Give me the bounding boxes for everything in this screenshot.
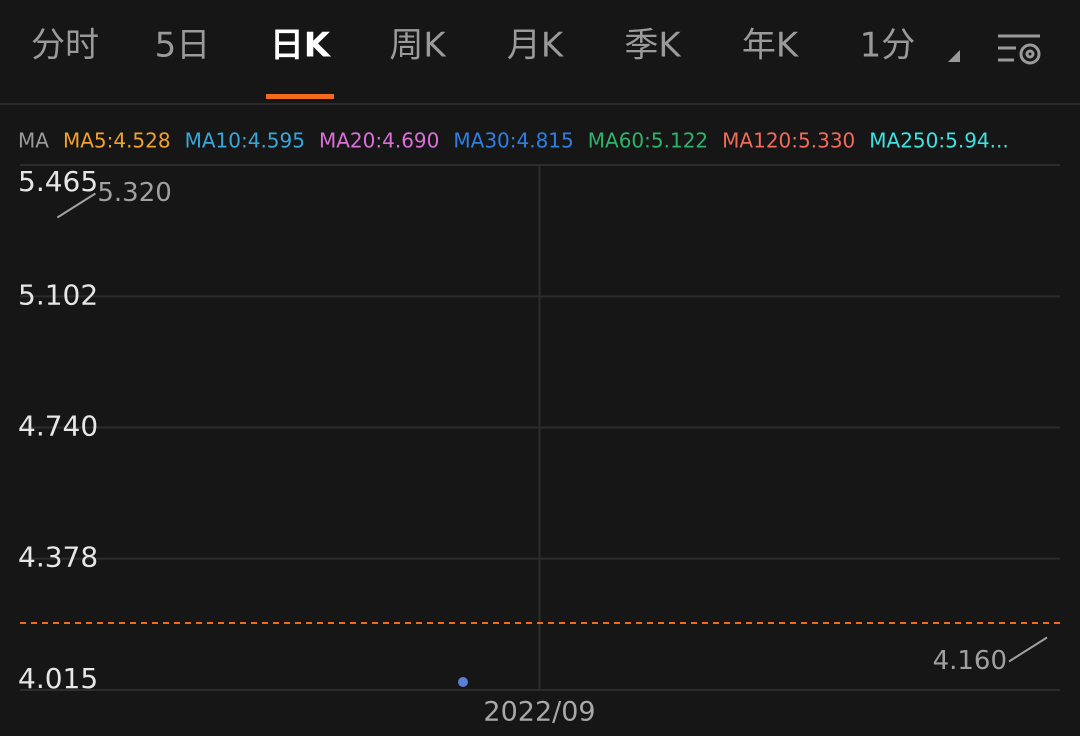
- legend-entry: MA60:5.122: [588, 129, 708, 153]
- y-tick-label: 4.015: [18, 662, 98, 695]
- legend-entry: MA250:5.94...: [869, 129, 1008, 153]
- annotation-leader: [56, 192, 96, 219]
- dropdown-arrow[interactable]: [948, 50, 960, 62]
- settings-icon[interactable]: [998, 34, 1041, 65]
- tab[interactable]: 5日: [155, 26, 211, 66]
- legend-entry: MA10:4.595: [185, 129, 305, 153]
- labels: 5.465 5.102 4.740 4.378 4.015 2022/09 5.320 4.1…: [18, 165, 1048, 728]
- tab[interactable]: 季K: [624, 26, 682, 66]
- grid: [20, 164, 1060, 691]
- tab[interactable]: 分时: [31, 26, 99, 66]
- tab-bar: 分时 5日 日K 周K 月K 季K 年K 1分: [31, 26, 916, 99]
- legend-entry: MA5:4.528: [63, 129, 171, 153]
- tab[interactable]: 日K: [270, 26, 332, 66]
- y-tick-label: 4.378: [18, 541, 98, 574]
- y-tick-label: 4.740: [18, 410, 98, 443]
- annotation-label: 4.160: [933, 646, 1007, 676]
- tab[interactable]: 年K: [742, 26, 800, 66]
- legend-entry: MA120:5.330: [722, 129, 855, 153]
- annotation-leader: [1008, 636, 1048, 663]
- active-tab-underline: [266, 94, 334, 99]
- legend-entry: MA30:4.815: [453, 129, 573, 153]
- ma-legend: MA MA5:4.528 MA10:4.595 MA20:4.690 MA30:4.81…: [18, 129, 1009, 153]
- legend-title: MA: [18, 129, 49, 153]
- legend-entry: MA20:4.690: [319, 129, 439, 153]
- y-tick-label: 5.102: [18, 278, 98, 311]
- tab[interactable]: 1分: [860, 26, 916, 66]
- annotation-label: 5.320: [97, 178, 171, 208]
- y-tick-label: 5.465: [18, 165, 98, 198]
- x-tick-label: 2022/09: [483, 697, 595, 728]
- indicator-dot: [458, 677, 468, 687]
- tab[interactable]: 月K: [507, 26, 565, 66]
- tab[interactable]: 周K: [389, 26, 447, 66]
